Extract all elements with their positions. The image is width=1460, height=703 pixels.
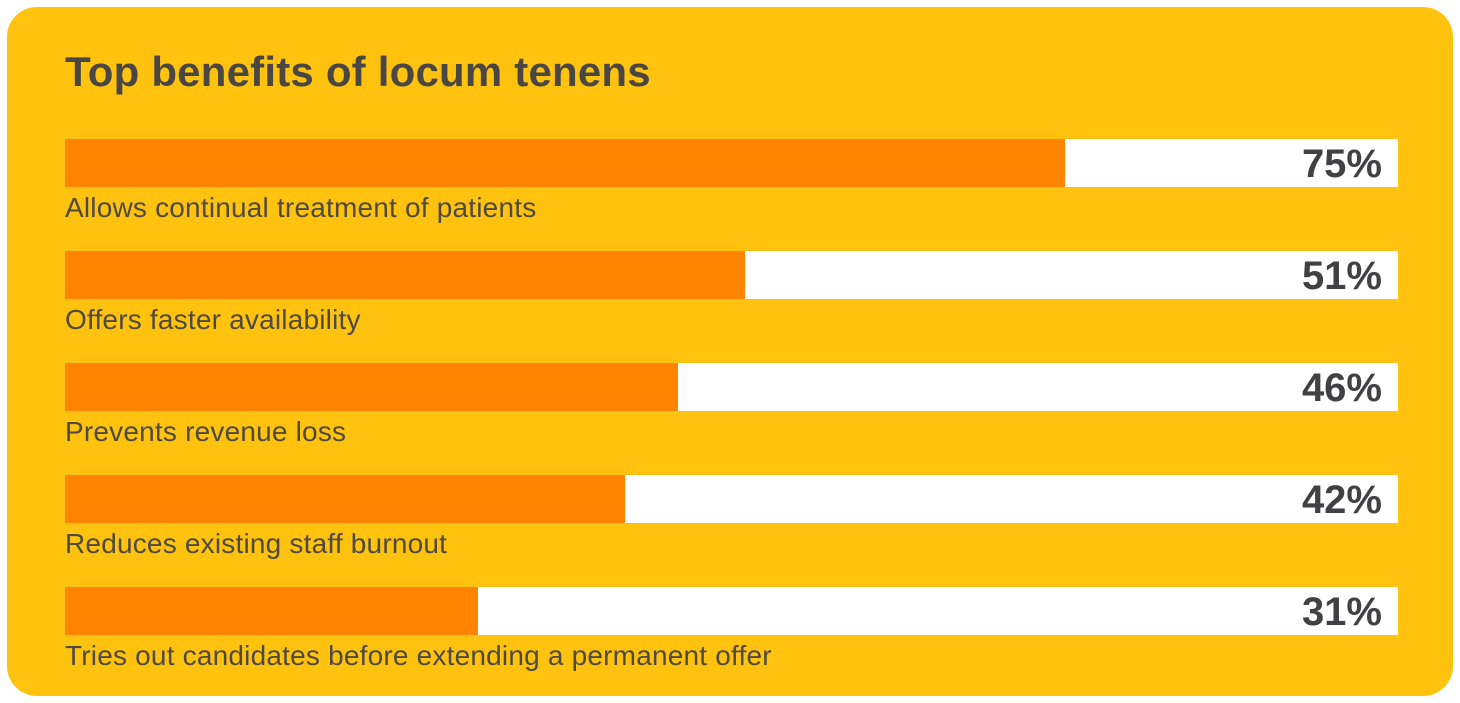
bar-value-label: 46% bbox=[1301, 366, 1382, 411]
bar-row: 46% Prevents revenue loss bbox=[65, 363, 1398, 449]
bar-category-label: Reduces existing staff burnout bbox=[65, 528, 448, 560]
bar-track: 46% bbox=[65, 363, 1398, 412]
bar-row: 51% Offers faster availability bbox=[65, 251, 1398, 337]
bar-fill bbox=[65, 363, 679, 412]
bar-track: 31% bbox=[65, 587, 1398, 636]
bar-value-label: 31% bbox=[1301, 590, 1382, 635]
bar-category-label: Tries out candidates before extending a … bbox=[65, 640, 772, 672]
bar-row: 31% Tries out candidates before extendin… bbox=[65, 587, 1398, 673]
bar-category-label: Allows continual treatment of patients bbox=[65, 192, 537, 224]
bar-track: 75% bbox=[65, 139, 1398, 188]
bar-value-label: 75% bbox=[1301, 142, 1382, 187]
bar-category-label: Offers faster availability bbox=[65, 304, 361, 336]
bar-category-label: Prevents revenue loss bbox=[65, 416, 347, 448]
bar-chart: 75% Allows continual treatment of patien… bbox=[65, 139, 1398, 673]
infographic-card: Top benefits of locum tenens 75% Allows … bbox=[7, 7, 1453, 696]
chart-title: Top benefits of locum tenens bbox=[65, 48, 651, 95]
bar-value-label: 51% bbox=[1301, 254, 1382, 299]
bar-value-label: 42% bbox=[1301, 478, 1382, 523]
bar-row: 42% Reduces existing staff burnout bbox=[65, 475, 1398, 561]
bar-fill bbox=[65, 475, 625, 524]
bar-track: 42% bbox=[65, 475, 1398, 524]
bar-fill bbox=[65, 587, 479, 636]
bar-fill bbox=[65, 251, 745, 300]
bar-fill bbox=[65, 139, 1065, 188]
bar-row: 75% Allows continual treatment of patien… bbox=[65, 139, 1398, 225]
bar-track: 51% bbox=[65, 251, 1398, 300]
